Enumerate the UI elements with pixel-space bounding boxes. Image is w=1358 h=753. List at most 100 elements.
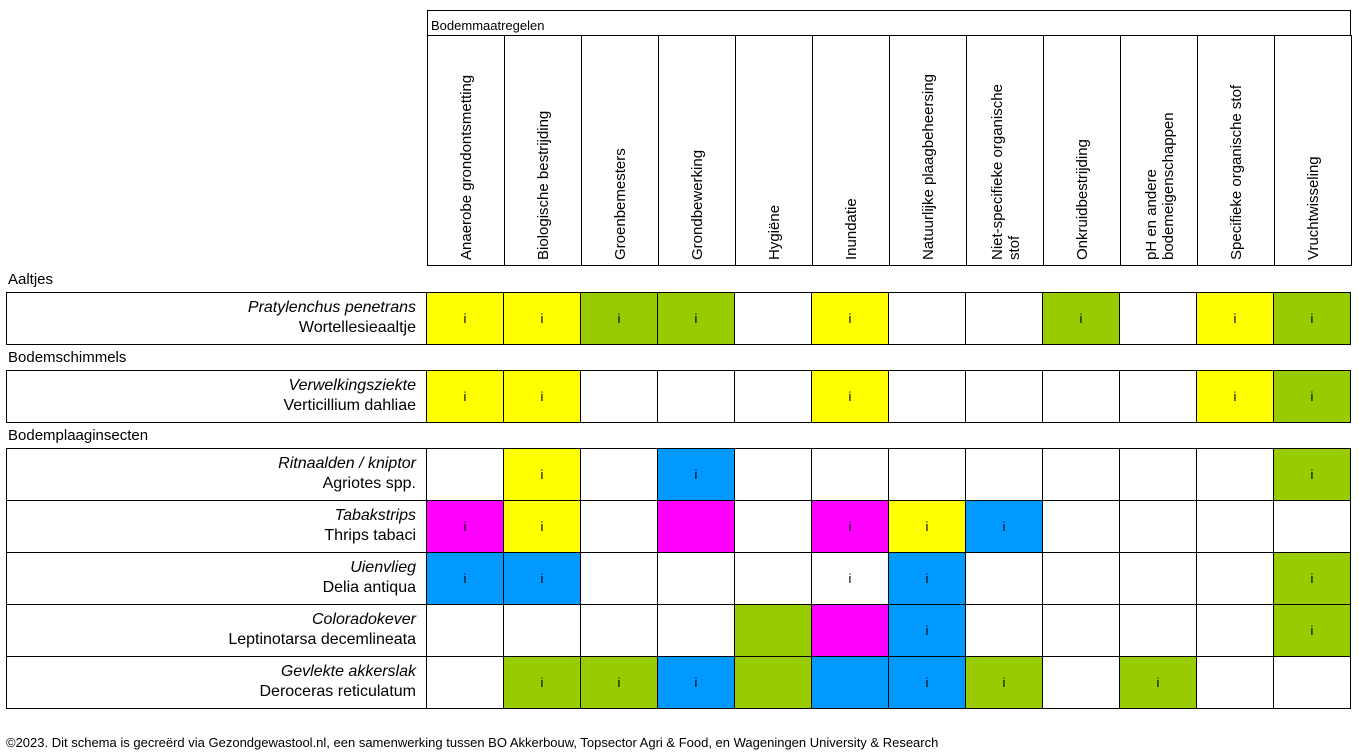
info-marker[interactable]: i <box>848 389 852 404</box>
matrix-cell[interactable]: i <box>658 293 735 344</box>
matrix-cell[interactable]: i <box>504 293 581 344</box>
info-marker[interactable]: i <box>1310 623 1314 638</box>
info-marker[interactable]: i <box>463 571 467 586</box>
info-marker[interactable]: i <box>617 311 621 326</box>
info-marker[interactable]: i <box>540 311 544 326</box>
info-marker[interactable]: i <box>694 467 698 482</box>
matrix-cell[interactable]: i <box>504 371 581 422</box>
pest-common-name: Gevlekte akkerslak <box>280 663 416 680</box>
matrix-cell[interactable]: i <box>812 371 889 422</box>
matrix-cell[interactable]: i <box>581 657 658 708</box>
column-header-label: Vruchtwisseling <box>1305 156 1322 260</box>
column-header-label: Anaerobe grondontsmetting <box>458 74 475 260</box>
matrix-cell[interactable]: i <box>1197 371 1274 422</box>
matrix-cell[interactable]: i <box>1274 449 1351 500</box>
pest-common-name: Uienvlieg <box>350 559 416 576</box>
matrix-cell <box>1120 293 1197 344</box>
matrix-cell <box>1120 501 1197 552</box>
matrix-cell[interactable]: i <box>504 501 581 552</box>
matrix-cell <box>426 449 504 500</box>
matrix-cell[interactable]: i <box>1197 293 1274 344</box>
info-marker[interactable]: i <box>540 389 544 404</box>
column-header-label: pH en andere <box>1143 169 1160 260</box>
info-marker[interactable]: i <box>1002 675 1006 690</box>
info-marker[interactable]: i <box>925 675 929 690</box>
matrix-cell[interactable]: i <box>889 657 966 708</box>
info-marker[interactable]: i <box>848 571 852 586</box>
matrix-cell <box>658 553 735 604</box>
matrix-cell <box>889 449 966 500</box>
table-row-label: Verwelkingsziekte Verticillium dahliae <box>10 376 416 416</box>
matrix-cell <box>1197 553 1274 604</box>
matrix-cell <box>426 605 504 656</box>
info-marker[interactable]: i <box>1310 467 1314 482</box>
matrix-cell[interactable]: i <box>812 293 889 344</box>
matrix-cell[interactable]: i <box>658 449 735 500</box>
matrix-cell[interactable]: i <box>1274 371 1351 422</box>
matrix-cell[interactable]: i <box>1043 293 1120 344</box>
info-marker[interactable]: i <box>1156 675 1160 690</box>
matrix-cell[interactable]: i <box>581 293 658 344</box>
matrix-cell[interactable]: i <box>966 501 1043 552</box>
matrix-cell[interactable]: i <box>426 501 504 552</box>
matrix-cell[interactable]: i <box>889 501 966 552</box>
footer-credit: ©2023. Dit schema is gecreërd via Gezond… <box>6 735 939 750</box>
matrix-cell <box>1274 501 1351 552</box>
info-marker[interactable]: i <box>694 675 698 690</box>
info-marker[interactable]: i <box>1310 311 1314 326</box>
row-separator <box>6 604 1351 605</box>
matrix-cell[interactable]: i <box>1274 553 1351 604</box>
info-marker[interactable]: i <box>463 519 467 534</box>
info-marker[interactable]: i <box>848 519 852 534</box>
info-marker[interactable]: i <box>540 467 544 482</box>
info-marker[interactable]: i <box>1233 389 1237 404</box>
column-header: Grondbewerking <box>658 35 736 266</box>
info-marker[interactable]: i <box>848 311 852 326</box>
info-marker[interactable]: i <box>463 389 467 404</box>
column-header-label: Natuurlijke plaagbeheersing <box>920 74 937 260</box>
matrix-cell[interactable]: i <box>426 553 504 604</box>
matrix-cell[interactable]: i <box>889 553 966 604</box>
info-marker[interactable]: i <box>1310 389 1314 404</box>
matrix-cell[interactable]: i <box>1120 657 1197 708</box>
info-marker[interactable]: i <box>1002 519 1006 534</box>
matrix-cell[interactable]: i <box>1274 605 1351 656</box>
matrix-cell <box>1120 553 1197 604</box>
info-marker[interactable]: i <box>1310 571 1314 586</box>
info-marker[interactable]: i <box>1079 311 1083 326</box>
matrix-cell <box>1120 371 1197 422</box>
column-header-label: Niet-specifieke organische <box>989 84 1006 260</box>
matrix-cell <box>1043 501 1120 552</box>
info-marker[interactable]: i <box>1233 311 1237 326</box>
info-marker[interactable]: i <box>617 675 621 690</box>
info-marker[interactable]: i <box>694 311 698 326</box>
column-header-label: stof <box>1006 235 1023 260</box>
matrix-cell[interactable]: i <box>1274 293 1351 344</box>
column-header: Biologische bestrijding <box>504 35 582 266</box>
info-marker[interactable]: i <box>540 519 544 534</box>
matrix-cell[interactable]: i <box>504 657 581 708</box>
matrix-cell[interactable]: i <box>426 371 504 422</box>
matrix-cell[interactable]: i <box>658 657 735 708</box>
info-marker[interactable]: i <box>540 675 544 690</box>
info-marker[interactable]: i <box>925 571 929 586</box>
matrix-cell[interactable]: i <box>812 553 889 604</box>
info-marker[interactable]: i <box>463 311 467 326</box>
info-marker[interactable]: i <box>925 519 929 534</box>
info-marker[interactable]: i <box>540 571 544 586</box>
matrix-cell <box>1120 449 1197 500</box>
table-row-label: Pratylenchus penetrans Wortellesieaaltje <box>10 298 416 338</box>
matrix-cell[interactable]: i <box>504 553 581 604</box>
info-marker[interactable]: i <box>925 623 929 638</box>
header-title: Bodemmaatregelen <box>427 10 1351 36</box>
matrix-cell[interactable]: i <box>966 657 1043 708</box>
matrix-cell[interactable]: i <box>812 501 889 552</box>
matrix-cell[interactable]: i <box>426 293 504 344</box>
matrix-cell[interactable]: i <box>889 605 966 656</box>
matrix-cell <box>735 657 812 708</box>
matrix-cell <box>581 553 658 604</box>
matrix-cell <box>1197 501 1274 552</box>
column-header: Vruchtwisseling <box>1274 35 1352 266</box>
matrix-cell[interactable]: i <box>504 449 581 500</box>
column-header: Groenbemesters <box>581 35 659 266</box>
